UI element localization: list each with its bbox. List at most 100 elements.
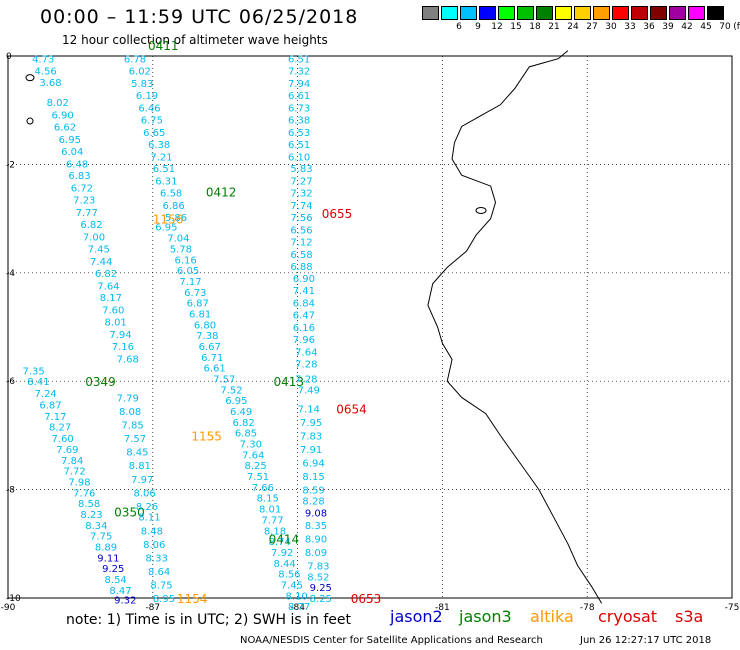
pass-time-label: 0349 <box>85 375 116 389</box>
wave-height-value: 9.08 <box>305 508 327 519</box>
credit-text: NOAA/NESDIS Center for Satellite Applica… <box>240 635 543 646</box>
wave-height-value: 7.16 <box>112 342 134 353</box>
wave-height-value: 8.26 <box>136 502 158 513</box>
wave-height-value: 7.30 <box>240 440 262 451</box>
wave-height-value: 6.95 <box>155 223 177 234</box>
lat-label: -10 <box>6 594 21 604</box>
wave-height-value: 6.78 <box>124 55 146 66</box>
wave-height-value: 6.51 <box>288 55 310 66</box>
pass-time-label: 0653 <box>351 592 382 606</box>
wave-height-value: 6.62 <box>54 122 76 133</box>
wave-height-value: 6.58 <box>290 250 312 261</box>
wave-height-value: 6.10 <box>288 152 310 163</box>
wave-height-value: 8.25 <box>310 594 332 605</box>
scale-unit: (ft) <box>733 22 740 32</box>
wave-height-value: 7.28 <box>295 374 317 385</box>
pass-time-label: 0411 <box>148 39 179 53</box>
wave-height-value: 7.57 <box>213 374 235 385</box>
wave-height-value: 8.23 <box>80 510 102 521</box>
wave-height-value: 6.51 <box>288 140 310 151</box>
pass-time-label: 0655 <box>322 207 353 221</box>
wave-height-value: 7.45 <box>88 244 110 255</box>
wave-height-value: 8.27 <box>49 423 71 434</box>
wave-height-value: 7.77 <box>261 515 283 526</box>
lat-label: -8 <box>6 486 15 496</box>
pass-time-label: 0414 <box>269 532 300 546</box>
wave-height-value: 8.74 <box>269 537 291 548</box>
scale-swatch <box>631 6 648 20</box>
scale-swatch <box>669 6 686 20</box>
wave-height-value: 7.69 <box>56 445 78 456</box>
legend-cryosat: cryosat <box>598 607 658 626</box>
wave-height-value: 7.23 <box>73 196 95 207</box>
scale-swatch <box>441 6 458 20</box>
wave-height-value: 9.25 <box>310 583 332 594</box>
wave-height-value: 7.95 <box>300 418 322 429</box>
wave-height-value: 6.47 <box>293 311 315 322</box>
wave-height-value: 8.44 <box>273 559 295 570</box>
wave-height-value: 5.83 <box>131 79 153 90</box>
scale-swatch <box>536 6 553 20</box>
wave-height-value: 8.90 <box>305 534 327 545</box>
wave-height-value: 6.38 <box>288 115 310 126</box>
wave-height-value: 6.81 <box>189 309 211 320</box>
scale-label: 27 <box>586 22 598 32</box>
wave-height-value: 6.49 <box>230 407 252 418</box>
scale-swatch <box>707 6 724 20</box>
wave-height-value: 8.35 <box>305 521 327 532</box>
wave-height-value: 7.76 <box>73 488 95 499</box>
wave-height-value: 6.80 <box>194 320 216 331</box>
wave-height-value: 6.53 <box>288 128 310 139</box>
wave-height-value: 7.17 <box>44 412 66 423</box>
wave-height-value: 7.77 <box>76 208 98 219</box>
wave-height-value: 7.44 <box>90 257 112 268</box>
scale-label: 39 <box>662 22 674 32</box>
wave-height-value: 7.64 <box>97 281 119 292</box>
coastline <box>427 50 603 604</box>
wave-height-value: 7.17 <box>179 277 201 288</box>
scale-swatch <box>422 6 439 20</box>
scale-swatch <box>479 6 496 20</box>
wave-height-value: 8.59 <box>302 486 324 497</box>
scale-label: 42 <box>681 22 693 32</box>
lon-label: -81 <box>435 603 450 613</box>
wave-height-value: 8.08 <box>119 407 141 418</box>
wave-height-value: 6.88 <box>290 262 312 273</box>
wave-height-value: 6.46 <box>138 103 160 114</box>
scale-swatch <box>555 6 572 20</box>
wave-height-value: 8.64 <box>148 567 170 578</box>
wave-height-value: 6.05 <box>177 266 199 277</box>
scale-swatch <box>574 6 591 20</box>
lon-label: -87 <box>145 603 160 613</box>
scale-label: 36 <box>643 22 655 32</box>
wave-height-value: 6.71 <box>201 353 223 364</box>
wave-height-value: 6.82 <box>80 220 102 231</box>
wave-height-value: 6.61 <box>203 364 225 375</box>
wave-height-value: 7.56 <box>290 213 312 224</box>
wave-height-value: 8.34 <box>85 521 107 532</box>
lat-label: -4 <box>6 269 15 279</box>
wave-height-value: 7.83 <box>307 561 329 572</box>
lat-label: -6 <box>6 377 15 387</box>
scale-swatch <box>612 6 629 20</box>
scale-label: 18 <box>529 22 541 32</box>
scale-label: 12 <box>491 22 503 32</box>
scale-label: 33 <box>624 22 636 32</box>
wave-height-value: 6.75 <box>141 115 163 126</box>
wave-height-value: 6.19 <box>136 91 158 102</box>
wave-height-value: 6.87 <box>39 401 61 412</box>
wave-height-value: 6.02 <box>129 67 151 78</box>
pass-time-label: 1156 <box>153 213 184 227</box>
wave-height-value: 7.98 <box>68 477 90 488</box>
legend-altika: altika <box>530 607 574 626</box>
wave-height-value: 8.81 <box>129 461 151 472</box>
wave-height-value: 7.84 <box>61 456 83 467</box>
scale-label: 70 <box>719 22 731 32</box>
wave-height-value: 6.72 <box>71 184 93 195</box>
wave-height-value: 7.91 <box>300 445 322 456</box>
wave-height-value: 7.00 <box>83 232 105 243</box>
wave-height-value: 6.95 <box>59 135 81 146</box>
wave-height-value: 5.83 <box>290 164 312 175</box>
wave-height-value: 9.25 <box>102 564 124 575</box>
pass-time-label: 1155 <box>191 429 222 443</box>
